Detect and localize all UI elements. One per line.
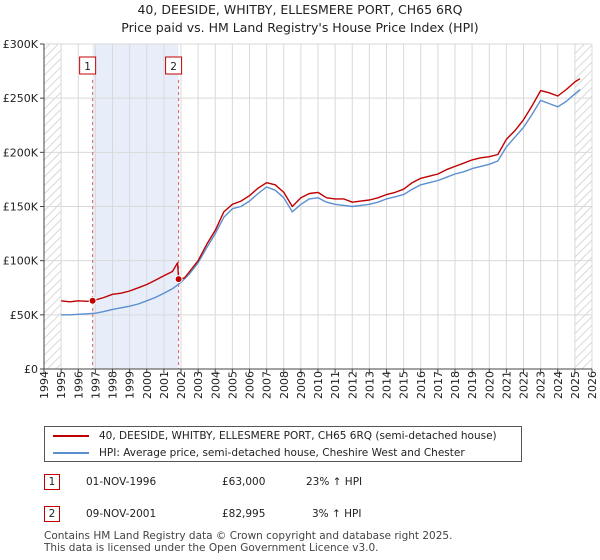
x-tick-label: 1998 xyxy=(107,371,120,399)
x-tick-label: 2021 xyxy=(500,371,513,399)
y-tick-label: £50K xyxy=(10,309,39,322)
property-price-line xyxy=(61,78,581,303)
chart-title: 40, DEESIDE, WHITBY, ELLESMERE PORT, CH6… xyxy=(137,2,463,17)
footer-copyright: Contains HM Land Registry data © Crown c… xyxy=(44,530,453,542)
x-tick-label: 2025 xyxy=(569,371,582,399)
chart-subtitle: Price paid vs. HM Land Registry's House … xyxy=(121,20,479,35)
x-tick-label: 1994 xyxy=(38,371,51,399)
legend-label-hpi: HPI: Average price, semi-detached house,… xyxy=(99,447,465,459)
transaction-hpi: 3% ↑ HPI xyxy=(312,508,362,520)
x-tick-label: 2023 xyxy=(535,371,548,399)
y-tick-label: £200K xyxy=(3,146,39,159)
x-tick-label: 2001 xyxy=(158,371,171,399)
y-tick-label: £300K xyxy=(3,38,39,51)
transaction-1-label-box xyxy=(79,56,97,75)
x-tick-label: 2010 xyxy=(312,371,325,399)
x-tick-label: 2015 xyxy=(398,371,411,399)
x-tick-label: 2018 xyxy=(449,371,462,399)
footer-licence: This data is licensed under the Open Gov… xyxy=(44,542,379,554)
transaction-2-point xyxy=(174,275,183,284)
x-tick-label: 1999 xyxy=(124,371,137,399)
transaction-2-label-box xyxy=(165,56,183,75)
legend-entry-hpi: HPI: Average price, semi-detached house,… xyxy=(53,445,465,461)
y-tick-label: £100K xyxy=(3,255,39,268)
transaction-date: 09-NOV-2001 xyxy=(86,508,157,520)
legend: 40, DEESIDE, WHITBY, ELLESMERE PORT, CH6… xyxy=(44,426,522,462)
legend-swatch-hpi xyxy=(53,452,89,454)
x-tick-label: 2008 xyxy=(278,371,291,399)
price-chart: 1 2 £0 £50K £100K £150K £200K £250K £300K 1994 19… xyxy=(3,38,599,399)
x-tick-label: 2011 xyxy=(329,371,342,399)
transaction-hpi: 23% ↑ HPI xyxy=(306,476,363,488)
footer: Contains HM Land Registry data © Crown c… xyxy=(44,530,452,554)
y-tick-label: £250K xyxy=(3,92,39,105)
x-tick-label: 2000 xyxy=(141,371,154,399)
x-tick-label: 2006 xyxy=(244,371,257,399)
x-tick-label: 1995 xyxy=(55,371,68,399)
x-tick-label: 1996 xyxy=(72,371,85,399)
transaction-row-2: 2 09-NOV-2001 £82,995 3% ↑ HPI xyxy=(44,506,444,524)
x-tick-label: 2024 xyxy=(552,371,565,399)
x-tick-label: 1997 xyxy=(89,371,102,399)
x-tick-label: 2004 xyxy=(209,371,222,399)
x-tick-label: 2016 xyxy=(415,371,428,399)
transaction-badge: 1 xyxy=(44,474,60,490)
x-tick-label: 2005 xyxy=(226,371,239,399)
transaction-date: 01-NOV-1996 xyxy=(86,476,157,488)
x-tick-label: 2013 xyxy=(363,371,376,399)
x-tick-label: 2022 xyxy=(518,371,531,399)
x-tick-label: 2017 xyxy=(432,371,445,399)
x-tick-label: 2019 xyxy=(466,371,479,399)
x-tick-label: 2012 xyxy=(346,371,359,399)
x-tick-label: 2009 xyxy=(295,371,308,399)
transaction-1-label: 1 xyxy=(84,61,91,73)
legend-swatch-property xyxy=(53,435,89,437)
x-tick-label: 2007 xyxy=(261,371,274,399)
x-tick-label: 2014 xyxy=(381,371,394,399)
transaction-price: £82,995 xyxy=(222,508,266,520)
transaction-price: £63,000 xyxy=(222,476,266,488)
x-tick-label: 2002 xyxy=(175,371,188,399)
x-tick-label: 2020 xyxy=(483,371,496,399)
legend-entry-property: 40, DEESIDE, WHITBY, ELLESMERE PORT, CH6… xyxy=(53,428,497,444)
legend-label-property: 40, DEESIDE, WHITBY, ELLESMERE PORT, CH6… xyxy=(99,430,497,442)
y-tick-label: £150K xyxy=(3,201,39,214)
transaction-row-1: 1 01-NOV-1996 £63,000 23% ↑ HPI xyxy=(44,474,444,492)
transaction-badge: 2 xyxy=(44,506,60,522)
x-tick-label: 2003 xyxy=(192,371,205,399)
hpi-line xyxy=(61,88,581,316)
transaction-1-point xyxy=(88,296,97,305)
transaction-2-label: 2 xyxy=(170,61,177,73)
x-tick-label: 2026 xyxy=(586,371,599,399)
y-tick-label: £0 xyxy=(24,363,38,376)
